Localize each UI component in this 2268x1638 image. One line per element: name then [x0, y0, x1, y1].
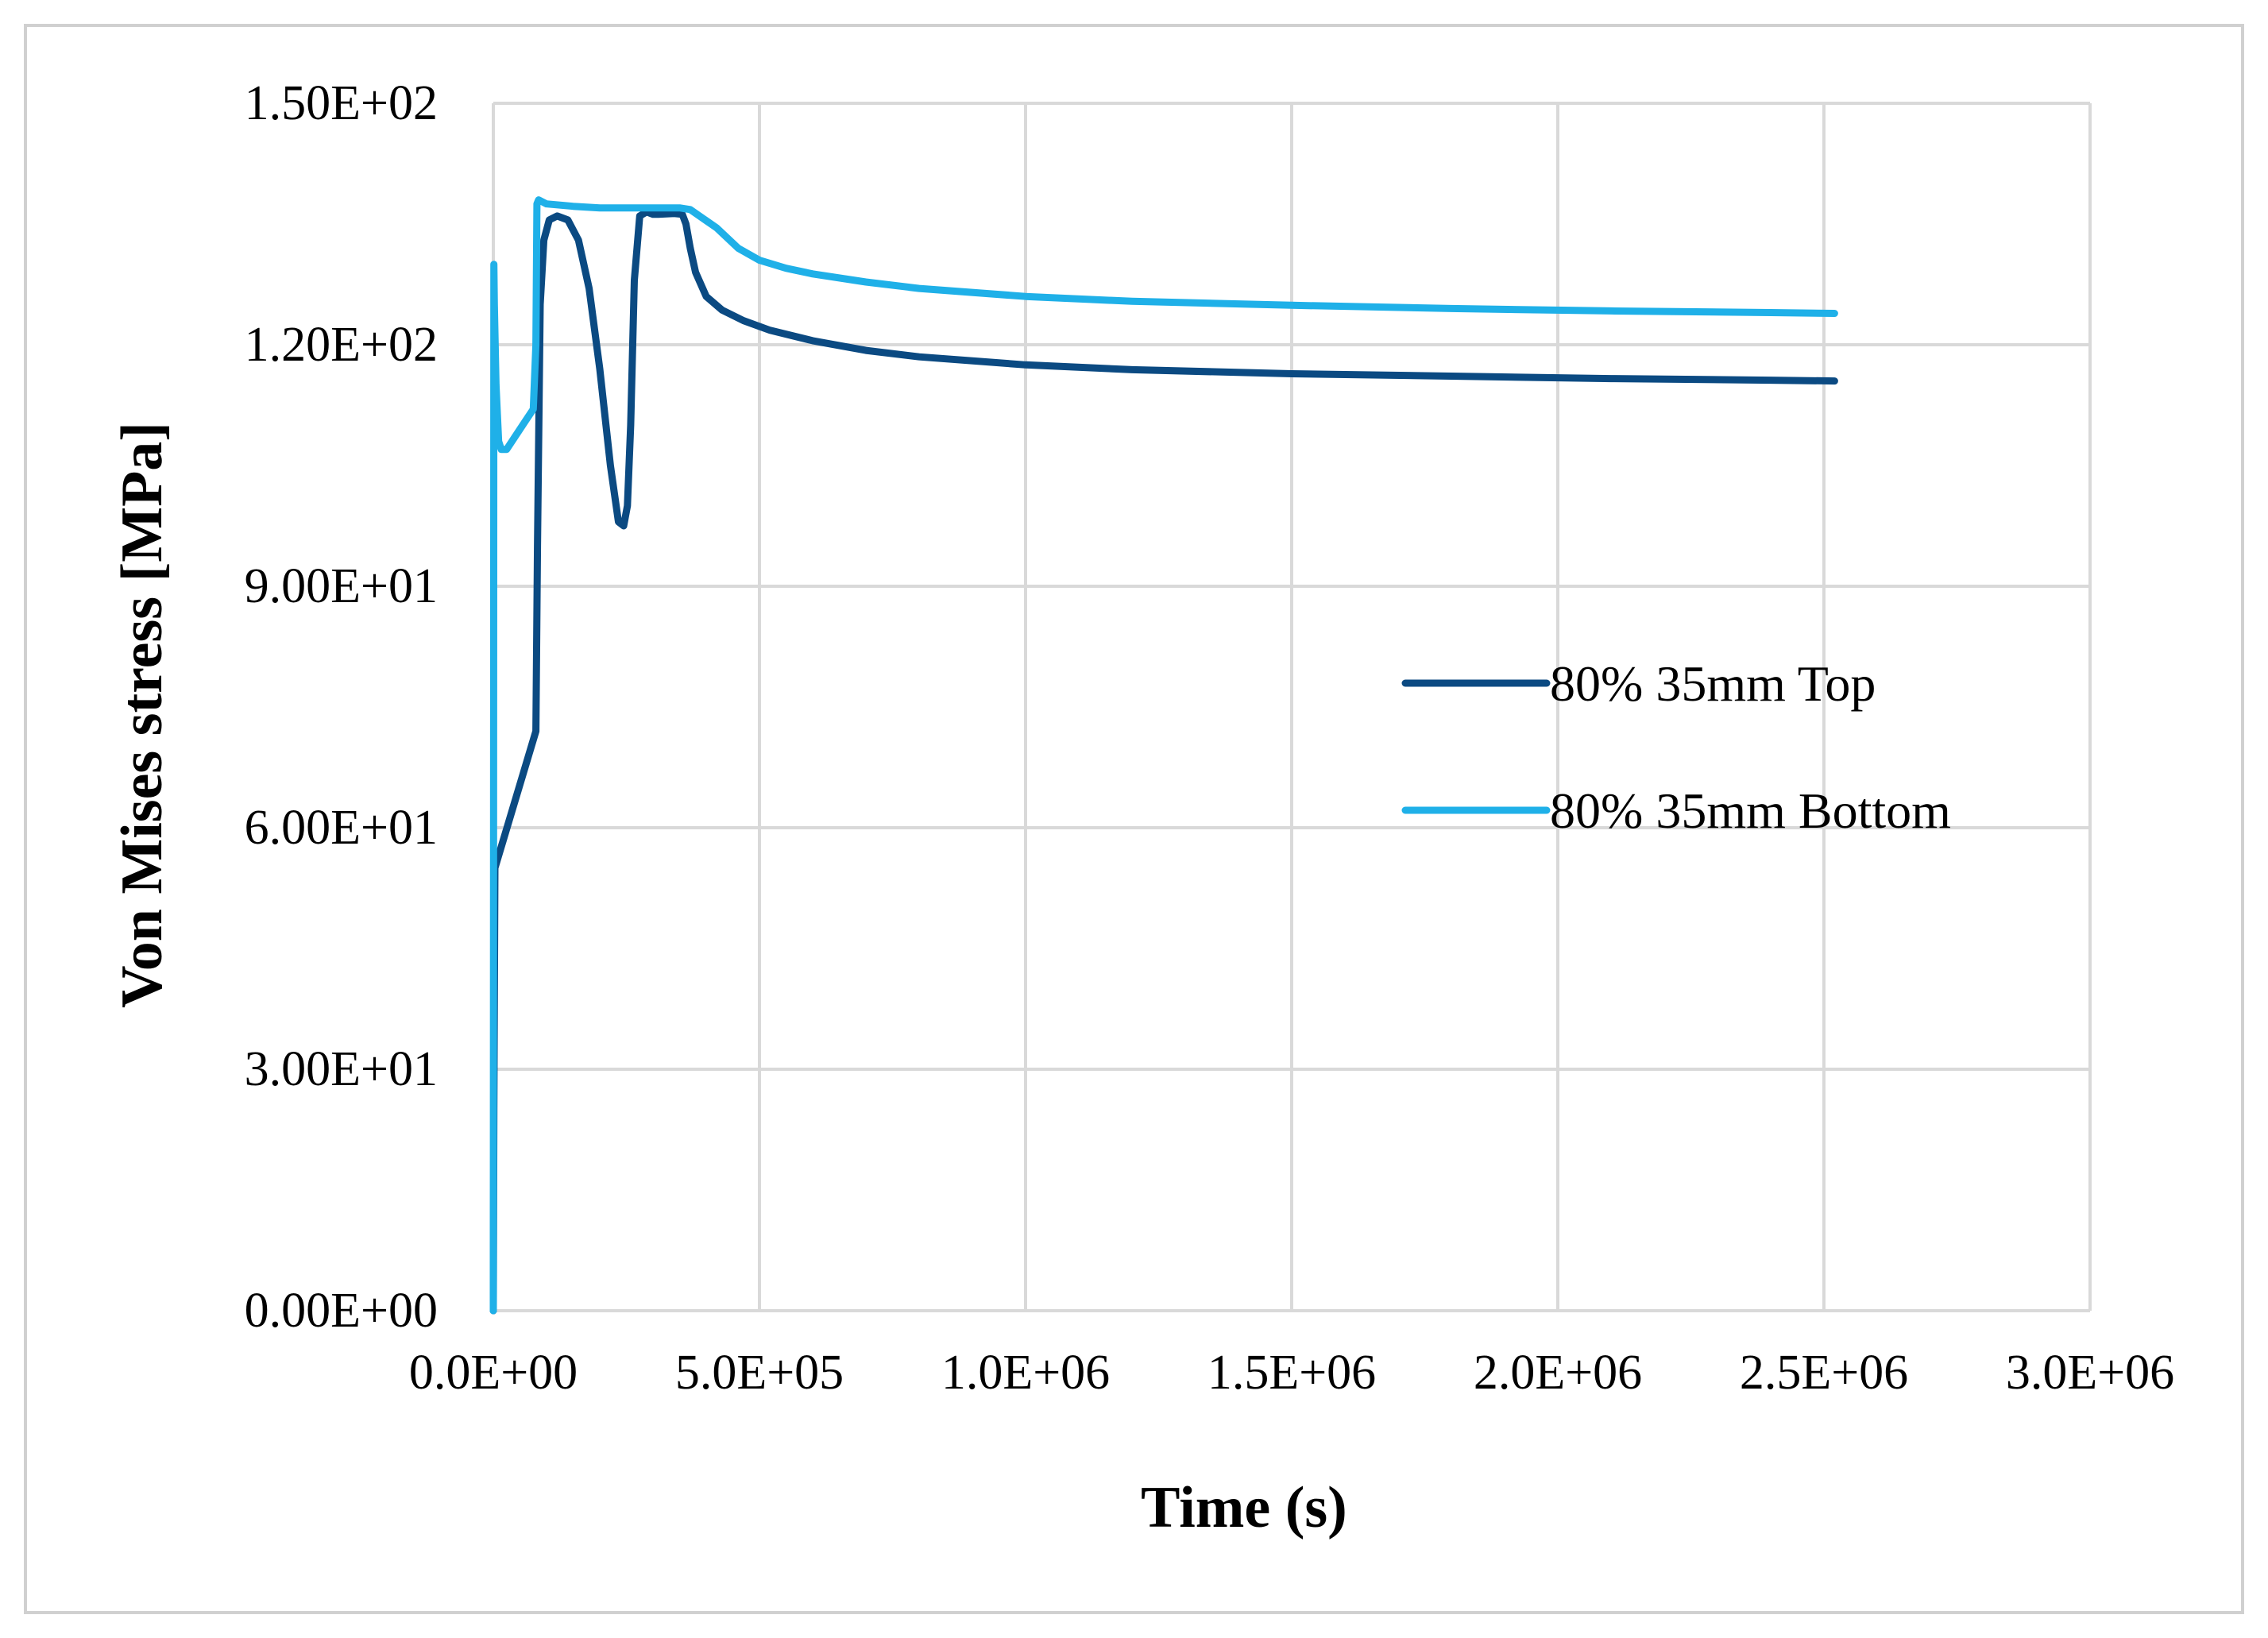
grid-lines: [492, 102, 2092, 1312]
y-tick-label: 1.20E+02: [245, 318, 438, 372]
y-tick-label: 9.00E+01: [245, 559, 438, 613]
x-tick-labels: 0.0E+00 5.0E+05 1.0E+06 1.5E+06 2.0E+06 2.5E+…: [409, 1346, 2174, 1400]
x-tick-label: 1.0E+06: [941, 1346, 1110, 1400]
x-tick-label: 3.0E+06: [2006, 1346, 2174, 1400]
line-chart: 0.00E+00 3.00E+01 6.00E+01 9.00E+01 1.20E+02…: [110, 76, 2174, 1540]
y-tick-label: 3.00E+01: [245, 1042, 438, 1096]
y-tick-label: 0.00E+00: [245, 1284, 438, 1338]
x-axis-title: Time (s): [1141, 1475, 1347, 1540]
series-line-top: [489, 208, 1838, 1315]
legend: 80% 35mm Top 80% 35mm Bottom: [1401, 655, 1951, 839]
legend-label-bottom: 80% 35mm Bottom: [1550, 782, 1951, 839]
x-tick-label: 5.0E+05: [675, 1346, 844, 1400]
x-tick-label: 0.0E+00: [409, 1346, 578, 1400]
x-tick-label: 1.5E+06: [1207, 1346, 1376, 1400]
chart-frame: 0.00E+00 3.00E+01 6.00E+01 9.00E+01 1.20E+02…: [24, 24, 2244, 1614]
y-tick-label: 1.50E+02: [245, 76, 438, 130]
x-tick-label: 2.5E+06: [1740, 1346, 1908, 1400]
legend-label-top: 80% 35mm Top: [1550, 655, 1876, 712]
y-tick-labels: 0.00E+00 3.00E+01 6.00E+01 9.00E+01 1.20E+02…: [245, 76, 438, 1338]
y-axis-title: Von Mises stress [MPa]: [110, 422, 175, 1008]
series-line-bottom: [489, 196, 1838, 1315]
series-lines: [489, 196, 1838, 1315]
x-tick-label: 2.0E+06: [1474, 1346, 1642, 1400]
y-tick-label: 6.00E+01: [245, 801, 438, 855]
